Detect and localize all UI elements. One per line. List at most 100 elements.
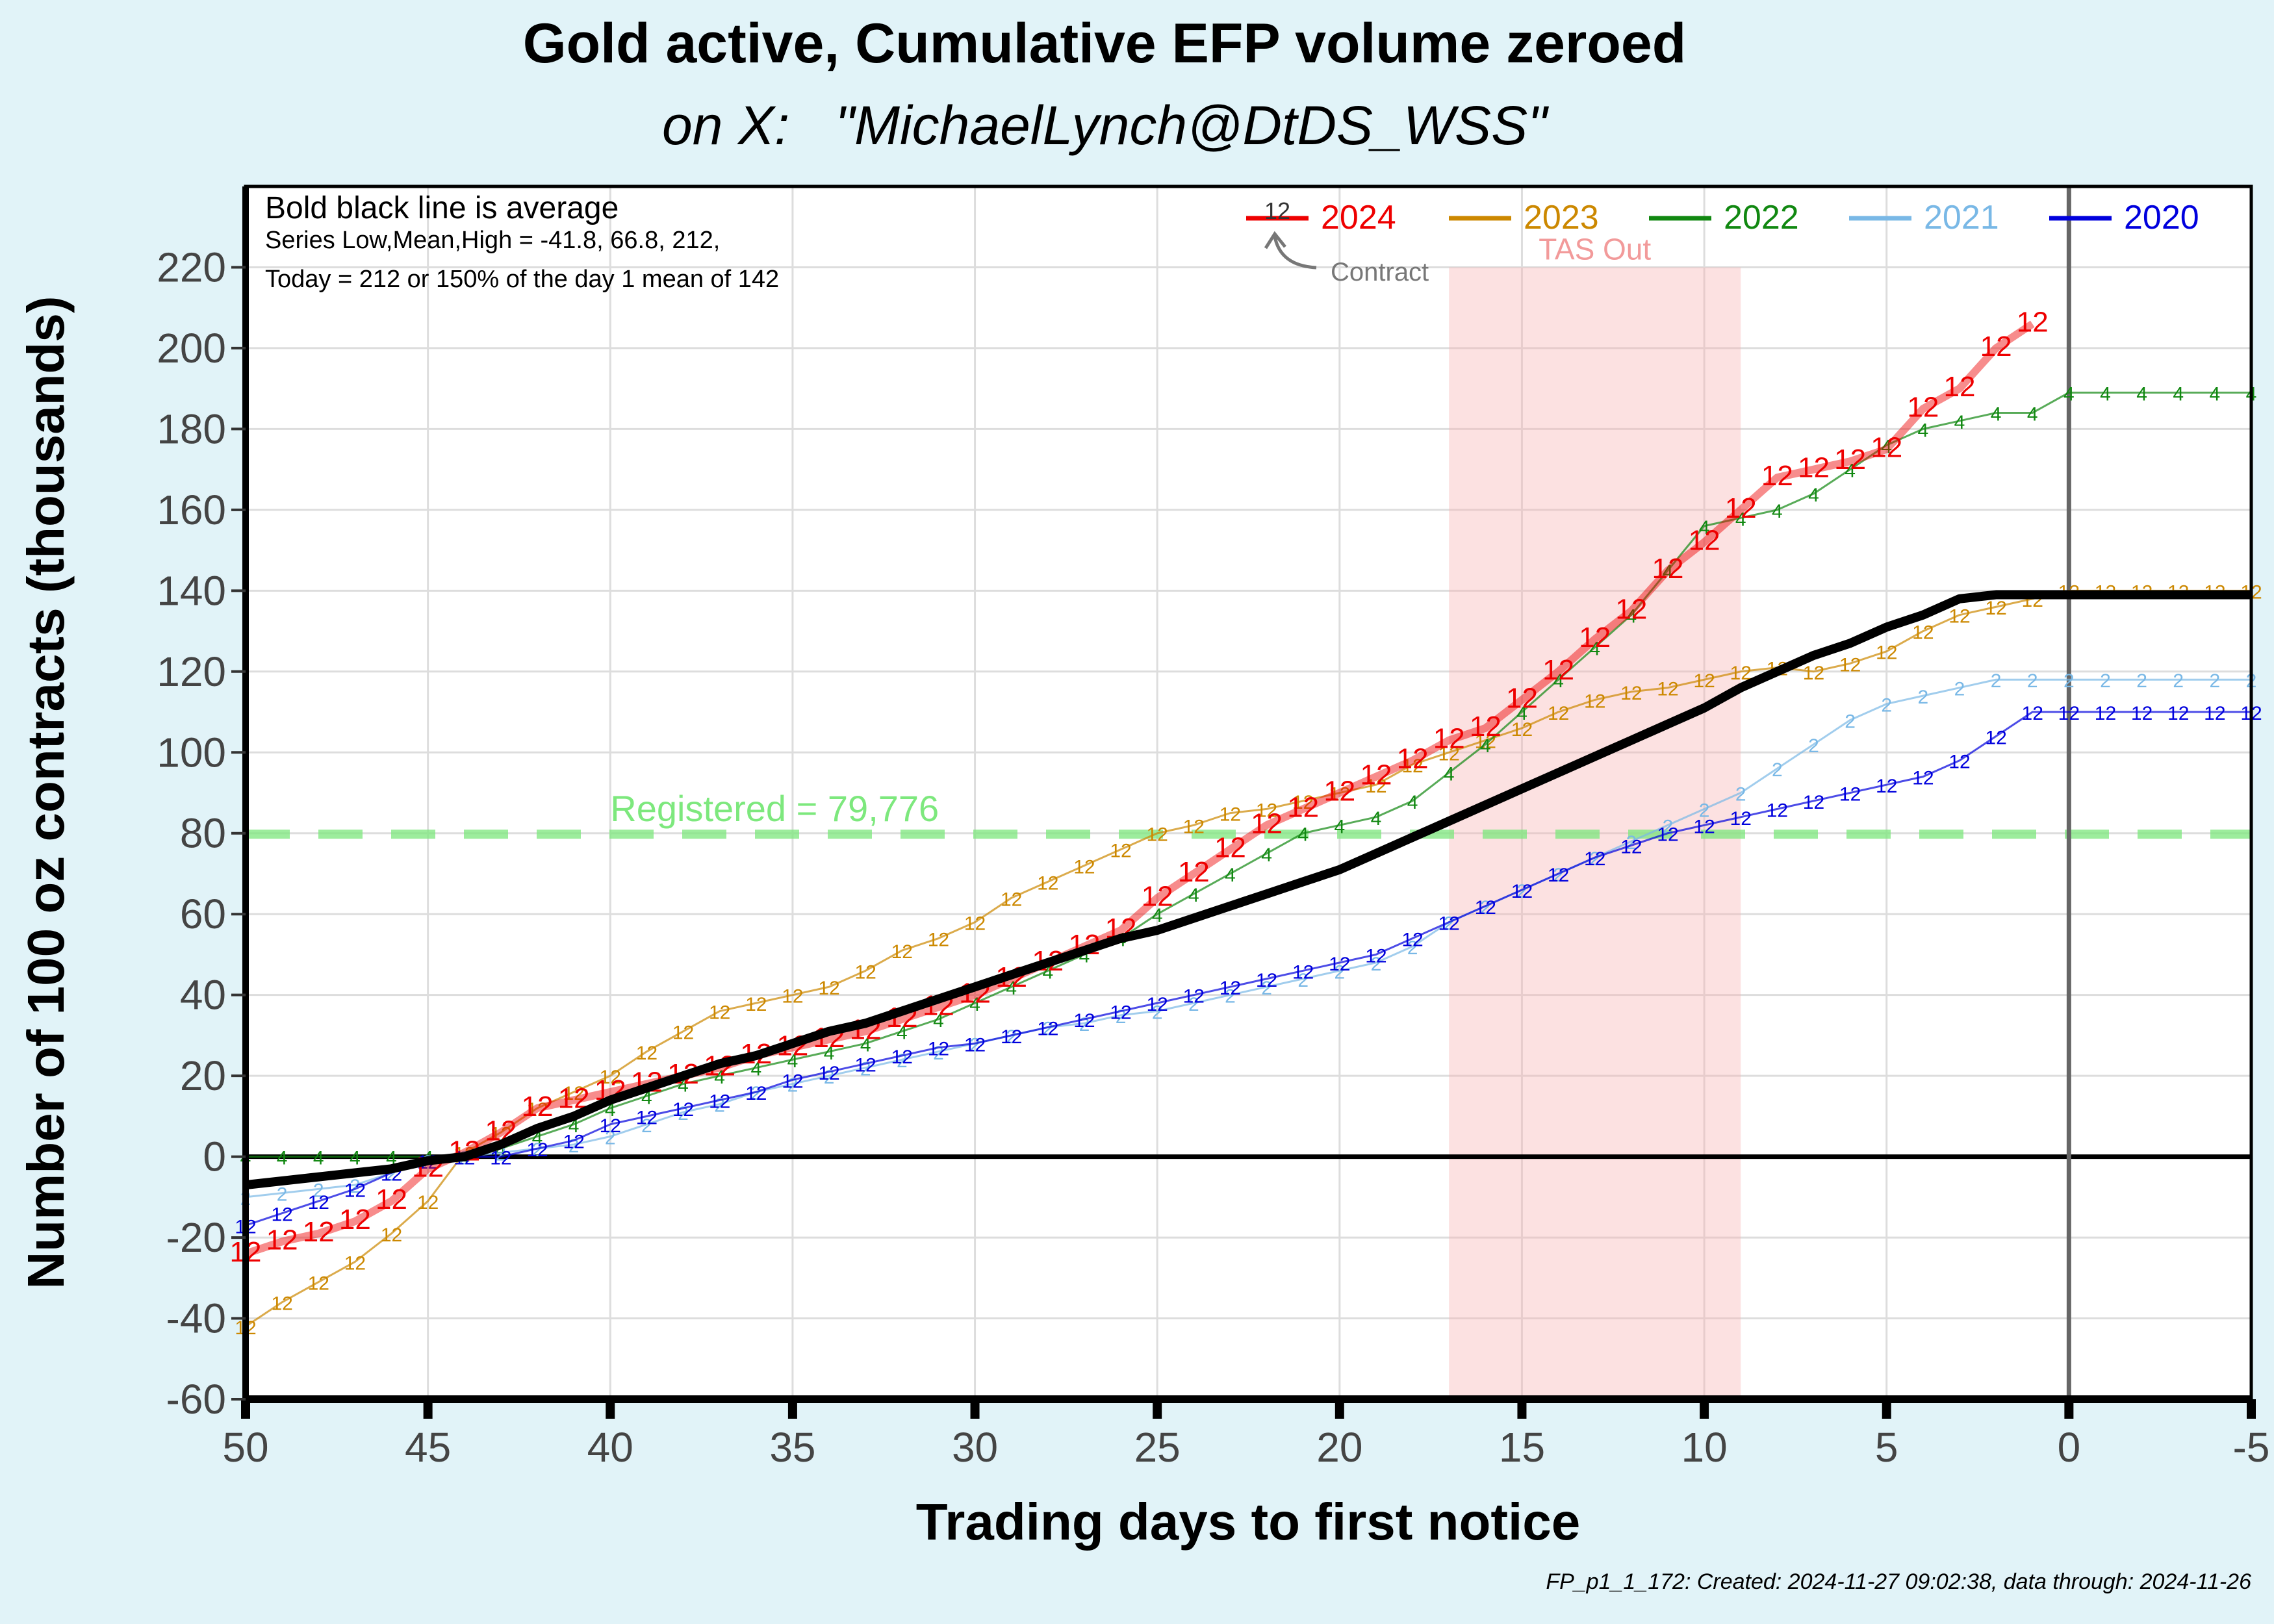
y-tick-label: -60 bbox=[166, 1376, 227, 1423]
series-point-2020: 12 bbox=[1365, 945, 1386, 967]
series-point-2021: 2 bbox=[2173, 670, 2184, 692]
series-point-2023: 12 bbox=[1110, 841, 1131, 862]
series-point-2023: 12 bbox=[1584, 691, 1605, 712]
series-point-2022: 4 bbox=[1918, 420, 1929, 441]
series-point-2020: 12 bbox=[1329, 954, 1350, 975]
y-tick-label: 180 bbox=[157, 405, 226, 452]
series-point-2021: 2 bbox=[1553, 865, 1564, 886]
series-point-2021: 2 bbox=[641, 1115, 652, 1137]
series-point-2021: 2 bbox=[750, 1083, 761, 1104]
series-point-2020: 12 bbox=[1657, 824, 1678, 846]
legend-label-2021: 2021 bbox=[1924, 199, 1999, 236]
series-point-2020: 12 bbox=[964, 1034, 986, 1056]
series-point-2020: 12 bbox=[1620, 836, 1642, 857]
series-point-2022: 4 bbox=[2210, 383, 2221, 405]
y-axis-title: Number of 100 oz contracts (thousands) bbox=[17, 296, 75, 1289]
series-point-2020: 12 bbox=[1438, 913, 1460, 935]
series-point-2020: 12 bbox=[782, 1071, 803, 1092]
x-tick-label: 45 bbox=[405, 1424, 451, 1471]
series-point-2024: 12 bbox=[339, 1204, 371, 1236]
series-point-2022: 4 bbox=[1699, 517, 1710, 539]
series-point-2020: 12 bbox=[1584, 848, 1605, 870]
series-point-2023: 12 bbox=[1146, 824, 1168, 846]
series-point-2022: 4 bbox=[1772, 501, 1783, 522]
series-point-2023: 12 bbox=[1256, 800, 1277, 821]
series-point-2023: 12 bbox=[1948, 606, 1970, 628]
series-point-2022: 4 bbox=[787, 1050, 798, 1072]
series-point-2021: 2 bbox=[969, 1034, 980, 1056]
series-point-2020: 12 bbox=[1146, 994, 1168, 1015]
series-point-2024: 12 bbox=[1323, 776, 1355, 807]
series-point-2021: 2 bbox=[313, 1180, 324, 1201]
series-point-2022: 4 bbox=[1663, 561, 1674, 583]
series-point-2021: 2 bbox=[1297, 970, 1309, 991]
series-point-2022: 4 bbox=[1589, 638, 1600, 659]
series-point-2023: 12 bbox=[891, 941, 913, 963]
series-point-2021: 2 bbox=[1006, 1026, 1017, 1048]
series-point-2022: 4 bbox=[1261, 844, 1272, 866]
series-point-2021: 2 bbox=[1845, 711, 1856, 732]
series-point-2024: 12 bbox=[1214, 832, 1246, 864]
legend-contract-label: 12 bbox=[1264, 197, 1290, 224]
series-point-2020: 12 bbox=[672, 1099, 694, 1121]
series-point-2020: 12 bbox=[1730, 808, 1752, 830]
footer-note: FP_p1_1_172: Created: 2024-11-27 09:02:3… bbox=[1546, 1569, 2251, 1594]
series-point-2024: 12 bbox=[1251, 807, 1283, 839]
series-point-2024: 12 bbox=[1834, 444, 1866, 476]
series-point-2020: 12 bbox=[1220, 978, 1241, 999]
series-point-2024: 12 bbox=[522, 1091, 554, 1123]
series-2020: 12 12 12 12 12 12 12 12 12 12 12 12 12 12 12 12 12 12 12 12… bbox=[235, 703, 2262, 1237]
series-point-2023: 12 bbox=[381, 1224, 402, 1246]
series-point-2021: 2 bbox=[1735, 784, 1746, 806]
series-point-2021: 2 bbox=[1808, 735, 1819, 757]
series-point-2022: 4 bbox=[1407, 792, 1418, 813]
series-point-2020: 12 bbox=[2204, 703, 2225, 724]
series-point-2023: 12 bbox=[1001, 889, 1022, 910]
series-point-2022: 4 bbox=[1553, 670, 1564, 692]
series-point-2020: 12 bbox=[1839, 784, 1861, 806]
series-point-2022: 4 bbox=[860, 1034, 871, 1056]
series-point-2021: 2 bbox=[1954, 679, 1965, 700]
series-point-2021: 2 bbox=[2100, 670, 2111, 692]
series-point-2021: 2 bbox=[2063, 670, 2075, 692]
series-point-2023: 12 bbox=[745, 994, 767, 1015]
series-point-2020: 12 bbox=[1073, 1010, 1095, 1032]
series-point-2024: 12 bbox=[1761, 460, 1793, 492]
x-tick-label: 15 bbox=[1499, 1424, 1545, 1471]
y-tick-label: -20 bbox=[166, 1214, 227, 1261]
registered-label: Registered = 79,776 bbox=[610, 788, 939, 829]
series-point-2020: 12 bbox=[1693, 816, 1715, 837]
series-point-2020: 12 bbox=[344, 1180, 366, 1201]
series-point-2020: 12 bbox=[308, 1192, 329, 1213]
legend: 2024 2023 2022 2021 2020 bbox=[1246, 199, 2199, 236]
series-point-2024: 12 bbox=[376, 1184, 407, 1215]
series-point-2021: 2 bbox=[1991, 670, 2002, 692]
series-point-2024: 12 bbox=[1142, 880, 1173, 912]
series-point-2023: 12 bbox=[1839, 654, 1861, 676]
series-point-2022: 4 bbox=[897, 1022, 908, 1044]
x-tick-label: 25 bbox=[1134, 1424, 1181, 1471]
series-point-2022: 4 bbox=[750, 1059, 761, 1080]
x-tick-label: 5 bbox=[1875, 1424, 1898, 1471]
series-line-average bbox=[245, 590, 2251, 1190]
series-point-2022: 4 bbox=[350, 1148, 361, 1169]
series-point-2021: 2 bbox=[1516, 881, 1527, 902]
series-point-2023: 12 bbox=[964, 913, 986, 935]
y-tick-label: 0 bbox=[203, 1134, 226, 1180]
series-point-2021: 2 bbox=[277, 1184, 288, 1206]
series-point-2020: 12 bbox=[1001, 1026, 1022, 1048]
series-point-2020: 12 bbox=[854, 1054, 876, 1076]
series-point-2022: 4 bbox=[933, 1010, 944, 1032]
contract-arrowhead-icon bbox=[1264, 231, 1286, 249]
series-point-2022: 4 bbox=[1334, 816, 1345, 837]
series-point-2020: 12 bbox=[1803, 792, 1824, 813]
series-point-2020: 12 bbox=[1183, 986, 1205, 1008]
series-point-2021: 2 bbox=[1261, 978, 1272, 999]
series-point-2020: 12 bbox=[1548, 865, 1569, 886]
series-point-2023: 12 bbox=[928, 930, 949, 951]
series-point-2023: 12 bbox=[1803, 663, 1824, 684]
series-point-2020: 12 bbox=[1110, 1002, 1131, 1024]
x-tick-label: 35 bbox=[769, 1424, 815, 1471]
series-point-2024: 12 bbox=[1470, 711, 1501, 742]
series-point-2020: 12 bbox=[2058, 703, 2080, 724]
